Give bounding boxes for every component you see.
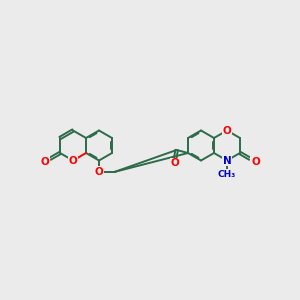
Text: O: O <box>171 158 179 169</box>
Text: CH₃: CH₃ <box>218 170 236 179</box>
Text: O: O <box>223 125 231 136</box>
Text: N: N <box>223 155 231 166</box>
Text: O: O <box>251 157 260 167</box>
Text: O: O <box>69 155 77 166</box>
Text: O: O <box>94 167 103 177</box>
Text: O: O <box>40 157 49 167</box>
